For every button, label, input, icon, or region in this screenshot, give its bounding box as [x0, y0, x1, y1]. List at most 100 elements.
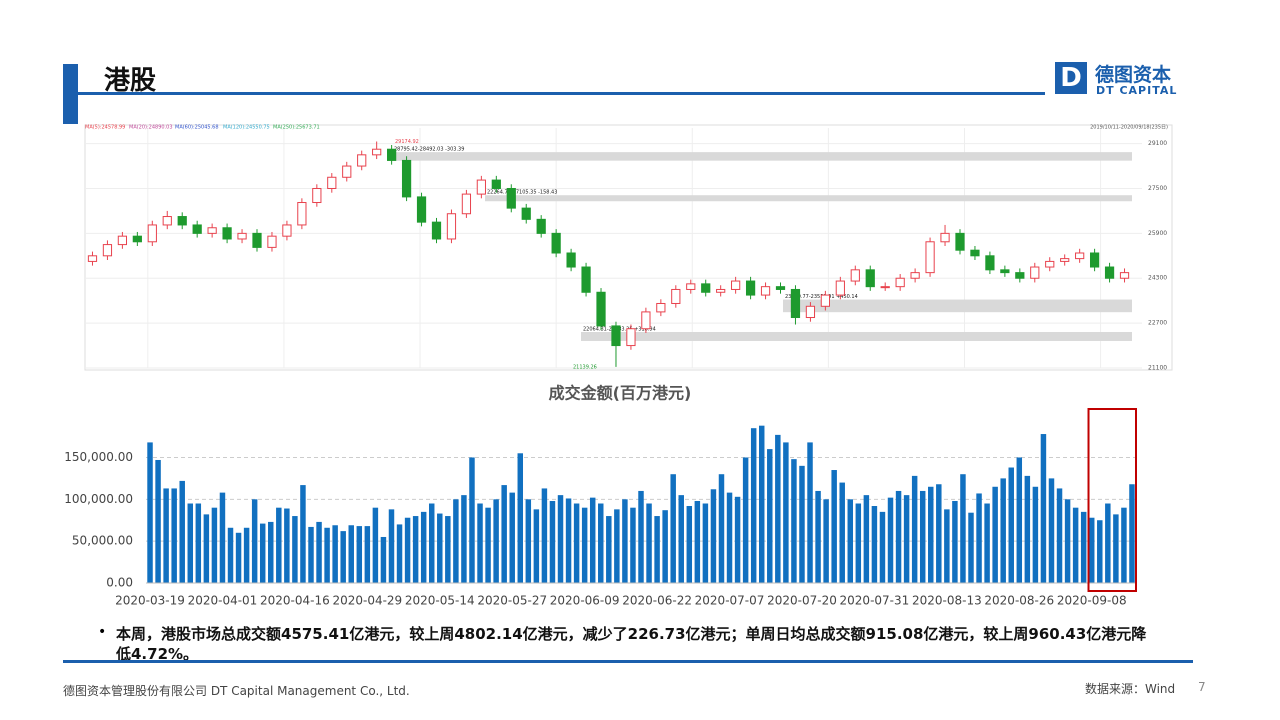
bar — [630, 507, 636, 583]
candle-body — [940, 232, 950, 243]
bar — [984, 503, 990, 583]
bar — [1056, 488, 1063, 583]
candle-body — [446, 213, 457, 240]
candle-body — [551, 232, 561, 254]
bar — [461, 495, 467, 583]
legend-item: MA(120):24550.75 — [223, 125, 270, 131]
candle-body — [297, 202, 307, 226]
bar — [968, 512, 974, 583]
candle-body — [641, 311, 651, 330]
chart-title: 成交金额(百万港元) — [549, 384, 692, 403]
candle-body — [970, 249, 980, 257]
candle-body — [835, 280, 845, 296]
annotation: 29174.92 — [395, 139, 419, 145]
bar — [1072, 507, 1079, 583]
candle-body — [985, 255, 995, 271]
bar — [1008, 467, 1014, 583]
bar — [807, 442, 813, 583]
bar — [565, 498, 572, 583]
x-tick-label: 2020-04-29 — [332, 594, 402, 608]
candle-body — [566, 252, 576, 268]
bar — [509, 492, 515, 583]
bar — [694, 500, 701, 583]
bar — [211, 507, 218, 583]
bar — [557, 495, 564, 583]
bar — [815, 490, 821, 583]
bar — [324, 527, 330, 583]
y-tick-label: 27500 — [1148, 185, 1167, 192]
bar — [871, 506, 878, 583]
bar — [606, 516, 612, 583]
bar — [791, 459, 797, 583]
bar — [614, 509, 620, 583]
candle-body — [237, 232, 247, 240]
candle-body — [222, 227, 232, 240]
candle-body — [701, 283, 711, 293]
candle-body — [416, 196, 427, 223]
accent-bar — [63, 64, 78, 124]
bar — [227, 527, 234, 583]
bar — [758, 425, 765, 583]
bar — [235, 532, 242, 583]
bar — [887, 497, 894, 583]
bar — [581, 507, 588, 583]
x-tick-label: 2020-09-08 — [1057, 594, 1127, 608]
bar — [243, 527, 250, 583]
x-tick-label: 2020-04-16 — [260, 594, 330, 608]
bar — [147, 442, 153, 583]
bar — [219, 492, 226, 583]
candle-body — [162, 216, 172, 226]
bar — [799, 465, 805, 583]
bar — [952, 500, 958, 583]
candle-body — [910, 272, 920, 279]
bar — [276, 507, 282, 583]
candle-body — [401, 159, 412, 198]
bar — [638, 490, 644, 583]
bar — [622, 499, 628, 583]
x-tick-label: 2020-04-01 — [188, 594, 258, 608]
gap-band — [581, 332, 1132, 341]
bar — [976, 493, 982, 583]
x-tick-label: 2020-03-19 — [115, 594, 185, 608]
candle-body — [177, 216, 187, 226]
bar — [831, 470, 837, 583]
candle-body — [521, 207, 531, 220]
bar — [936, 484, 942, 583]
x-tick-label: 2020-06-09 — [550, 594, 620, 608]
bar — [1048, 478, 1055, 583]
bar — [775, 434, 781, 583]
legend-item: MA(250):25673.71 — [273, 125, 320, 131]
annotation: 28795.42-28492.03 -303.39 — [394, 147, 464, 153]
bar — [855, 503, 862, 583]
bar — [259, 523, 266, 583]
x-tick-label: 2020-05-27 — [477, 594, 547, 608]
highlight-box — [1087, 408, 1138, 592]
bullet-dot: • — [98, 624, 107, 640]
bar — [1097, 520, 1103, 583]
candle-body — [476, 179, 486, 195]
candle-body — [327, 176, 337, 189]
candle-body — [745, 280, 756, 296]
bar — [1113, 514, 1119, 583]
bar — [783, 442, 789, 583]
bar — [686, 506, 693, 583]
candle-body — [132, 235, 142, 243]
x-tick-label: 2020-07-20 — [767, 594, 837, 608]
candle-body — [282, 224, 292, 237]
bar — [646, 503, 652, 583]
bar — [598, 503, 604, 583]
bar — [702, 503, 709, 583]
candle-body — [850, 269, 860, 282]
candle-body — [267, 235, 277, 248]
bar — [992, 486, 998, 583]
legend-item: MA(5):24578.99 — [85, 125, 125, 131]
candle-body — [1015, 272, 1025, 279]
candle-body — [671, 288, 681, 304]
bar — [919, 490, 926, 583]
bar — [823, 499, 829, 583]
footer-rule — [63, 660, 1193, 663]
y-tick-label: 150,000.00 — [64, 450, 133, 464]
bar — [750, 428, 757, 583]
bar — [1064, 499, 1071, 583]
bar — [179, 480, 185, 583]
